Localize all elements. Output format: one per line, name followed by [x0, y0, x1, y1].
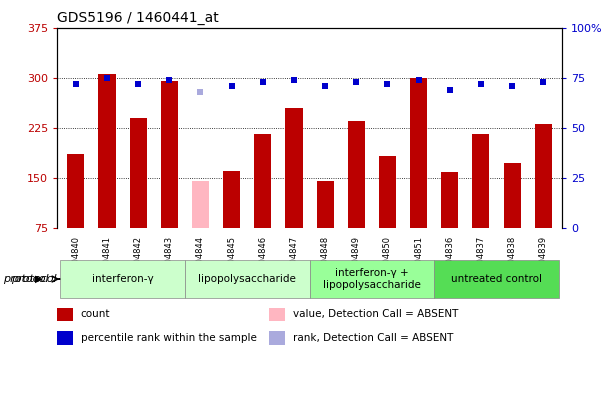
Text: count: count	[81, 309, 111, 320]
Bar	[254, 134, 271, 228]
Text: percentile rank within the sample: percentile rank within the sample	[81, 333, 257, 343]
Text: value, Detection Call = ABSENT: value, Detection Call = ABSENT	[293, 309, 458, 320]
Bar	[348, 121, 365, 228]
Bar	[472, 134, 489, 228]
FancyBboxPatch shape	[310, 259, 434, 299]
Bar	[130, 118, 147, 228]
Bar	[535, 124, 552, 228]
Bar	[269, 308, 285, 321]
Bar	[57, 308, 73, 321]
Bar	[410, 78, 427, 228]
Text: ▶: ▶	[35, 274, 42, 284]
Text: untreated control: untreated control	[451, 274, 542, 284]
Bar	[269, 331, 285, 345]
Bar	[379, 156, 396, 228]
Bar	[99, 74, 115, 228]
Text: lipopolysaccharide: lipopolysaccharide	[198, 274, 296, 284]
Bar	[285, 108, 302, 228]
Bar	[67, 154, 84, 228]
Bar	[504, 163, 520, 228]
Text: protocol: protocol	[3, 274, 49, 284]
Bar	[441, 173, 459, 228]
Text: interferon-γ +
lipopolysaccharide: interferon-γ + lipopolysaccharide	[323, 268, 421, 290]
Text: protocol: protocol	[11, 274, 57, 284]
Bar	[57, 331, 73, 345]
Text: rank, Detection Call = ABSENT: rank, Detection Call = ABSENT	[293, 333, 453, 343]
Bar	[192, 181, 209, 228]
Text: interferon-γ: interferon-γ	[92, 274, 153, 284]
Bar	[317, 181, 334, 228]
FancyBboxPatch shape	[434, 259, 559, 299]
Text: GDS5196 / 1460441_at: GDS5196 / 1460441_at	[57, 11, 219, 25]
Bar	[223, 171, 240, 228]
Bar	[160, 81, 178, 228]
FancyBboxPatch shape	[185, 259, 310, 299]
FancyBboxPatch shape	[60, 259, 185, 299]
